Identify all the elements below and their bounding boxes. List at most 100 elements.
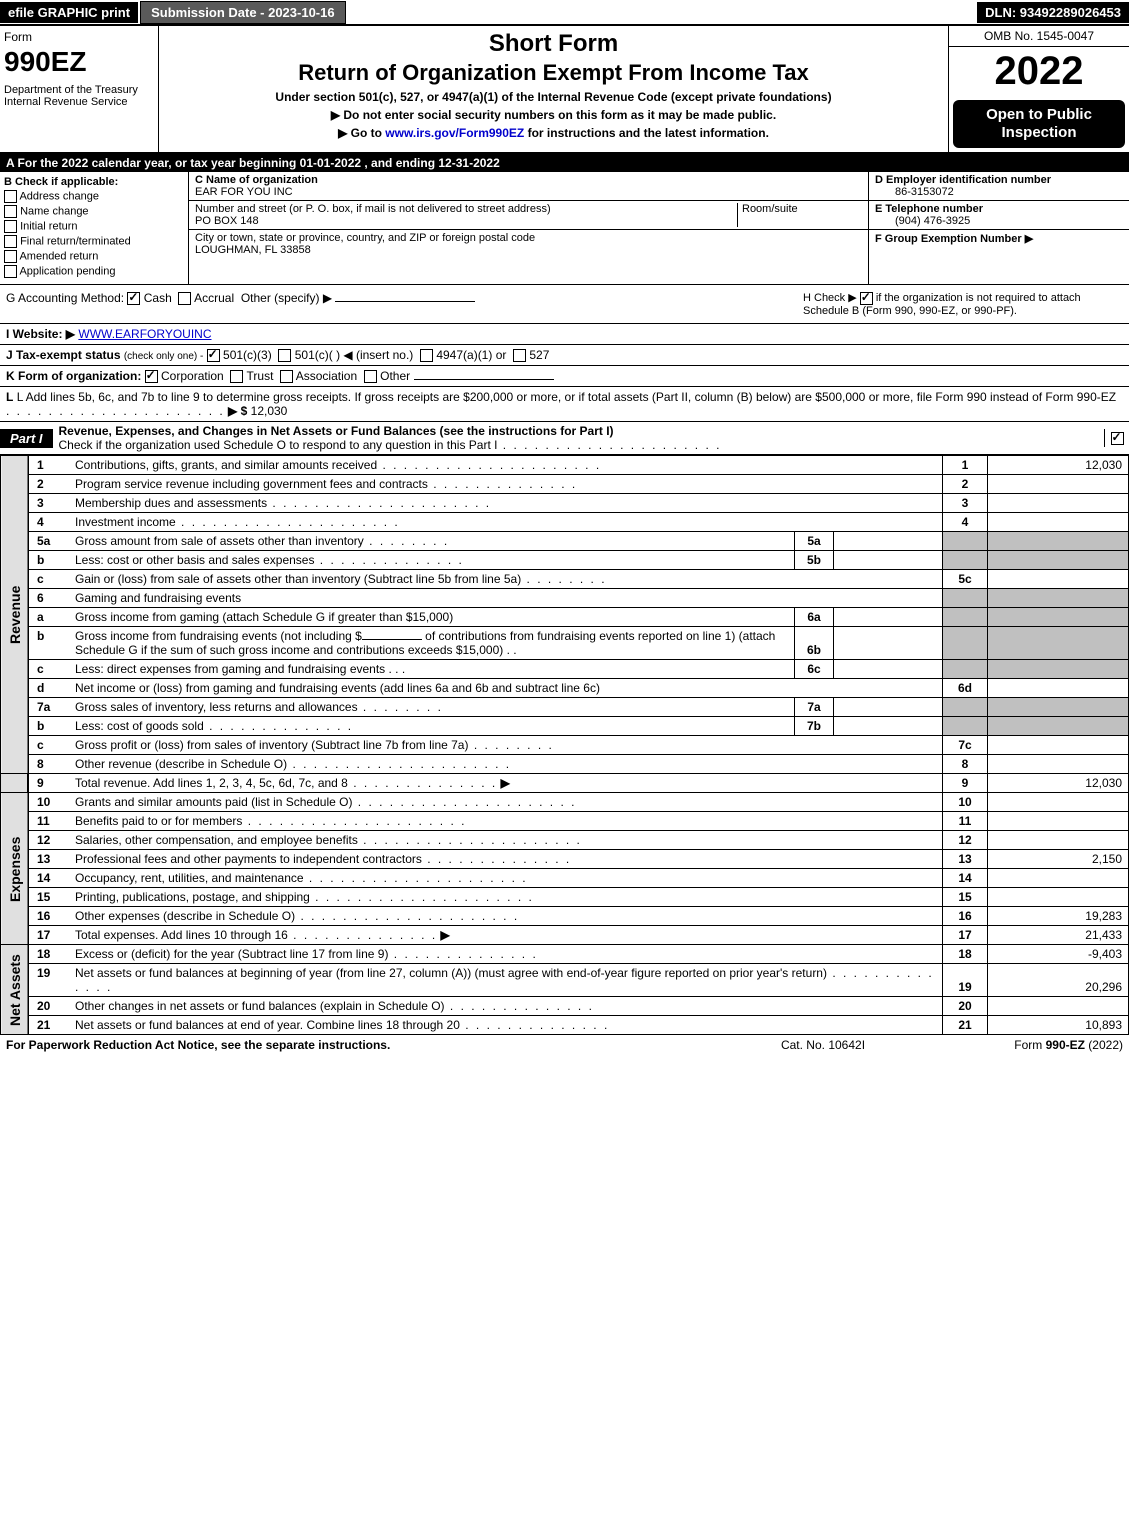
label-other: Other (specify) ▶ (241, 291, 332, 305)
footer: For Paperwork Reduction Act Notice, see … (0, 1035, 1129, 1055)
check-h[interactable] (860, 292, 873, 305)
label-street: Number and street (or P. O. box, if mail… (195, 203, 551, 215)
label-j: J Tax-exempt status (6, 348, 121, 362)
row-6b: b Gross income from fundraising events (… (1, 627, 1129, 660)
row-h: H Check ▶ if the organization is not req… (803, 291, 1123, 317)
part1-desc: Revenue, Expenses, and Changes in Net As… (53, 422, 1104, 454)
row-21: 21 Net assets or fund balances at end of… (1, 1016, 1129, 1035)
row-a-period: A For the 2022 calendar year, or tax yea… (0, 154, 1129, 172)
row-20: 20 Other changes in net assets or fund b… (1, 997, 1129, 1016)
info-block: B Check if applicable: Address change Na… (0, 172, 1129, 285)
row-8-9: 8 Other revenue (describe in Schedule O)… (1, 755, 1129, 774)
phone: (904) 476-3925 (875, 215, 1123, 227)
label-room: Room/suite (742, 203, 798, 215)
label-ein: D Employer identification number (875, 174, 1051, 186)
footer-right: Form 990-EZ (2022) (923, 1038, 1123, 1052)
row-j: J Tax-exempt status (check only one) - 5… (0, 345, 1129, 366)
cell-ein: D Employer identification number 86-3153… (869, 172, 1129, 201)
val-l: 12,030 (251, 404, 288, 418)
text-l: L Add lines 5b, 6c, and 7b to line 9 to … (17, 390, 1116, 404)
label-h: H Check ▶ (803, 292, 857, 304)
label-city: City or town, state or province, country… (195, 232, 535, 244)
row-7c: c Gross profit or (loss) from sales of i… (1, 736, 1129, 755)
efile-label[interactable]: efile GRAPHIC print (0, 2, 138, 23)
row-gh: G Accounting Method: Cash Accrual Other … (0, 285, 1129, 324)
label-k: K Form of organization: (6, 369, 141, 383)
row-i: I Website: ▶ WWW.EARFORYOUINC (0, 324, 1129, 345)
goto-post: for instructions and the latest informat… (524, 126, 769, 140)
row-11: 11 Benefits paid to or for members 11 (1, 812, 1129, 831)
check-corp[interactable] (145, 370, 158, 383)
row-15: 15 Printing, publications, postage, and … (1, 888, 1129, 907)
row-12: 12 Salaries, other compensation, and emp… (1, 831, 1129, 850)
section-c: C Name of organization EAR FOR YOU INC N… (189, 172, 868, 284)
title-short-form: Short Form (167, 30, 940, 58)
row-k: K Form of organization: Corporation Trus… (0, 366, 1129, 387)
form-header: Form 990EZ Department of the Treasury In… (0, 26, 1129, 154)
row-g: G Accounting Method: Cash Accrual Other … (6, 291, 803, 317)
row-6a: a Gross income from gaming (attach Sched… (1, 608, 1129, 627)
section-b-title: B Check if applicable: (4, 176, 184, 188)
side-expenses: Expenses (1, 793, 29, 945)
goto-pre: ▶ Go to (338, 126, 385, 140)
cell-org-name: C Name of organization EAR FOR YOU INC (189, 172, 868, 201)
lines-table: Revenue 1 Contributions, gifts, grants, … (0, 455, 1129, 1035)
check-final-return[interactable]: Final return/terminated (4, 235, 184, 248)
check-trust[interactable] (230, 370, 243, 383)
row-l: L L Add lines 5b, 6c, and 7b to line 9 t… (0, 387, 1129, 422)
check-accrual[interactable] (178, 292, 191, 305)
row-17: 17 Total expenses. Add lines 10 through … (1, 926, 1129, 945)
row-7b: b Less: cost of goods sold 7b (1, 717, 1129, 736)
other-input[interactable] (335, 301, 475, 302)
cell-city: City or town, state or province, country… (189, 230, 868, 258)
row-13: 13 Professional fees and other payments … (1, 850, 1129, 869)
ein: 86-3153072 (875, 186, 1123, 198)
goto-link[interactable]: www.irs.gov/Form990EZ (385, 126, 524, 140)
check-application-pending[interactable]: Application pending (4, 265, 184, 278)
row-6c: c Less: direct expenses from gaming and … (1, 660, 1129, 679)
label-j-sub: (check only one) - (124, 351, 203, 362)
part1-header-row: Part I Revenue, Expenses, and Changes in… (0, 422, 1129, 455)
row-5b: b Less: cost or other basis and sales ex… (1, 551, 1129, 570)
subtitle-goto: ▶ Go to www.irs.gov/Form990EZ for instru… (167, 126, 940, 140)
subtitle-ssn: ▶ Do not enter social security numbers o… (167, 108, 940, 122)
row-6: 6 Gaming and fundraising events (1, 589, 1129, 608)
dept-label: Department of the Treasury Internal Reve… (4, 84, 154, 108)
other-org-input[interactable] (414, 379, 554, 380)
check-cash[interactable] (127, 292, 140, 305)
row-10: Expenses 10 Grants and similar amounts p… (1, 793, 1129, 812)
header-center: Short Form Return of Organization Exempt… (159, 26, 948, 152)
check-address-change[interactable]: Address change (4, 190, 184, 203)
check-other-org[interactable] (364, 370, 377, 383)
check-501c3[interactable] (207, 349, 220, 362)
row-14: 14 Occupancy, rent, utilities, and maint… (1, 869, 1129, 888)
footer-cat: Cat. No. 10642I (723, 1038, 923, 1052)
check-4947[interactable] (420, 349, 433, 362)
row-18: Net Assets 18 Excess or (deficit) for th… (1, 945, 1129, 964)
inspection-badge: Open to Public Inspection (953, 100, 1125, 148)
label-group-exempt: F Group Exemption Number ▶ (875, 233, 1033, 245)
check-assoc[interactable] (280, 370, 293, 383)
part1-check[interactable] (1104, 429, 1129, 447)
label-phone: E Telephone number (875, 203, 983, 215)
arrow-l: ▶ $ (228, 404, 247, 418)
check-initial-return[interactable]: Initial return (4, 220, 184, 233)
part1-label: Part I (0, 429, 53, 448)
check-501c[interactable] (278, 349, 291, 362)
street: PO BOX 148 (195, 215, 259, 227)
section-de: D Employer identification number 86-3153… (868, 172, 1129, 284)
cell-street: Number and street (or P. O. box, if mail… (189, 201, 868, 230)
top-bar: efile GRAPHIC print Submission Date - 20… (0, 0, 1129, 26)
row-4: 4 Investment income 4 (1, 513, 1129, 532)
row-1: Revenue 1 Contributions, gifts, grants, … (1, 456, 1129, 475)
check-amended-return[interactable]: Amended return (4, 250, 184, 263)
tax-year: 2022 (949, 47, 1129, 96)
check-name-change[interactable]: Name change (4, 205, 184, 218)
form-number: 990EZ (4, 46, 154, 78)
side-revenue: Revenue (1, 456, 29, 774)
check-527[interactable] (513, 349, 526, 362)
website-link[interactable]: WWW.EARFORYOUINC (78, 327, 211, 341)
row-5a: 5a Gross amount from sale of assets othe… (1, 532, 1129, 551)
footer-left: For Paperwork Reduction Act Notice, see … (6, 1038, 723, 1052)
row-19: 19 Net assets or fund balances at beginn… (1, 964, 1129, 997)
